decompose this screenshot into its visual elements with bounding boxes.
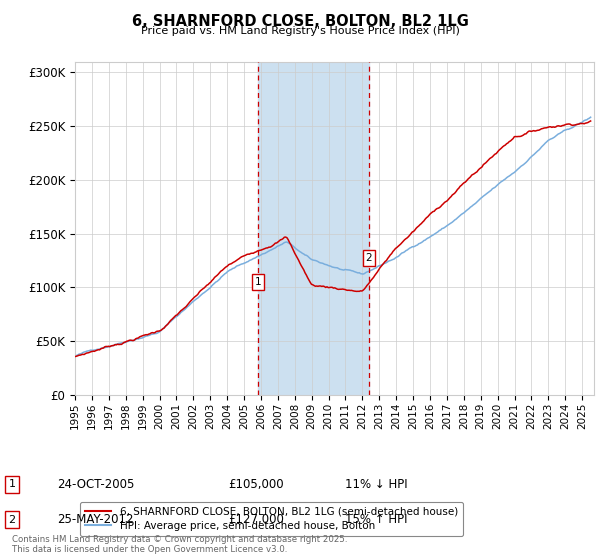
Text: 2: 2 — [8, 515, 16, 525]
Text: 11% ↓ HPI: 11% ↓ HPI — [345, 478, 407, 491]
Text: £127,000: £127,000 — [228, 513, 284, 526]
Text: 15% ↑ HPI: 15% ↑ HPI — [345, 513, 407, 526]
Text: Contains HM Land Registry data © Crown copyright and database right 2025.
This d: Contains HM Land Registry data © Crown c… — [12, 535, 347, 554]
Text: £105,000: £105,000 — [228, 478, 284, 491]
Text: Price paid vs. HM Land Registry's House Price Index (HPI): Price paid vs. HM Land Registry's House … — [140, 26, 460, 36]
Text: 1: 1 — [8, 479, 16, 489]
Text: 2: 2 — [365, 253, 372, 263]
Text: 1: 1 — [254, 277, 261, 287]
Legend: 6, SHARNFORD CLOSE, BOLTON, BL2 1LG (semi-detached house), HPI: Average price, s: 6, SHARNFORD CLOSE, BOLTON, BL2 1LG (sem… — [80, 502, 463, 536]
Text: 6, SHARNFORD CLOSE, BOLTON, BL2 1LG: 6, SHARNFORD CLOSE, BOLTON, BL2 1LG — [131, 14, 469, 29]
Bar — [258, 62, 369, 395]
Text: 24-OCT-2005: 24-OCT-2005 — [57, 478, 134, 491]
Text: 25-MAY-2012: 25-MAY-2012 — [57, 513, 133, 526]
